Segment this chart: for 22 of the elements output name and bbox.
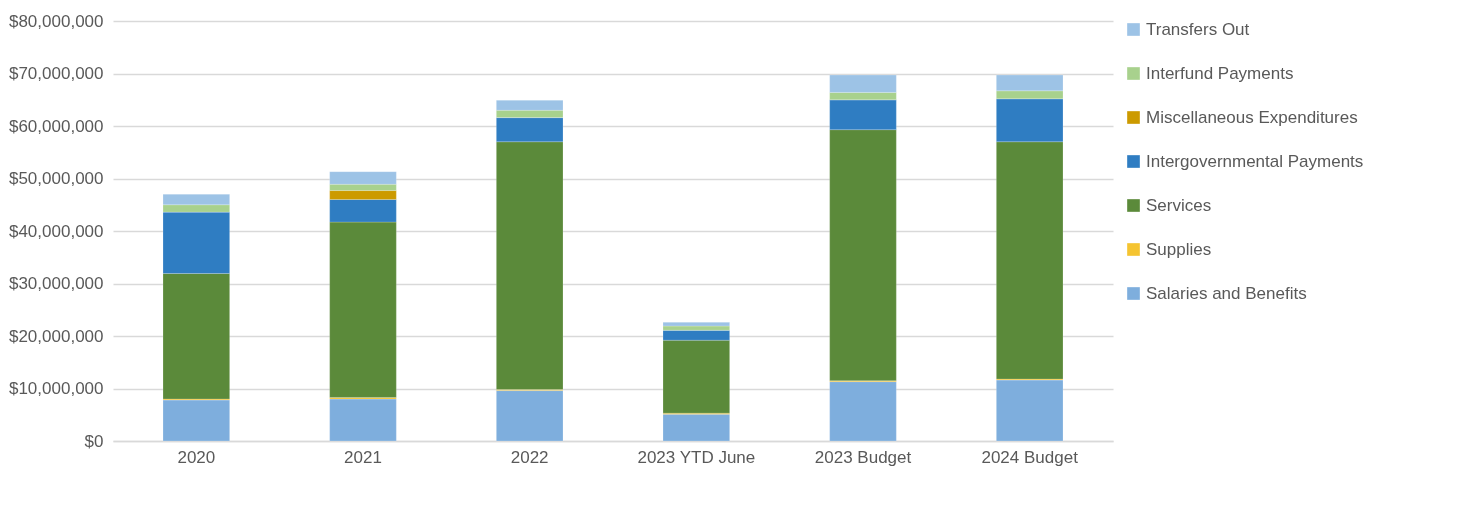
legend-label: Transfers Out bbox=[1146, 19, 1250, 39]
x-tick-label: 2021 bbox=[344, 447, 382, 467]
x-tick-label: 2022 bbox=[510, 447, 549, 467]
y-tick-label: $40,000,000 bbox=[8, 221, 104, 241]
y-tick-label: $50,000,000 bbox=[8, 169, 104, 188]
y-tick-label: $0 bbox=[84, 431, 104, 451]
x-tick-label: 2023 YTD June bbox=[637, 447, 756, 467]
legend-label: Intergovernmental Payments bbox=[1146, 151, 1364, 171]
y-tick-label: $60,000,000 bbox=[8, 116, 104, 136]
x-tick-label: 2023 Budget bbox=[814, 447, 912, 467]
legend-label: Interfund Payments bbox=[1146, 63, 1294, 83]
y-tick-label: $80,000,000 bbox=[8, 11, 104, 31]
legend-label: Miscellaneous Expenditures bbox=[1146, 107, 1358, 127]
y-tick-label: $10,000,000 bbox=[8, 379, 104, 398]
x-tick-label: 2020 bbox=[177, 447, 216, 467]
y-tick-label: $30,000,000 bbox=[8, 274, 104, 293]
legend-label: Salaries and Benefits bbox=[1146, 283, 1307, 303]
x-tick-label: 2024 Budget bbox=[981, 447, 1079, 467]
y-tick-label: $70,000,000 bbox=[8, 64, 104, 83]
legend-label: Supplies bbox=[1146, 239, 1212, 259]
y-tick-label: $20,000,000 bbox=[8, 326, 104, 346]
legend-label: Services bbox=[1146, 195, 1212, 215]
